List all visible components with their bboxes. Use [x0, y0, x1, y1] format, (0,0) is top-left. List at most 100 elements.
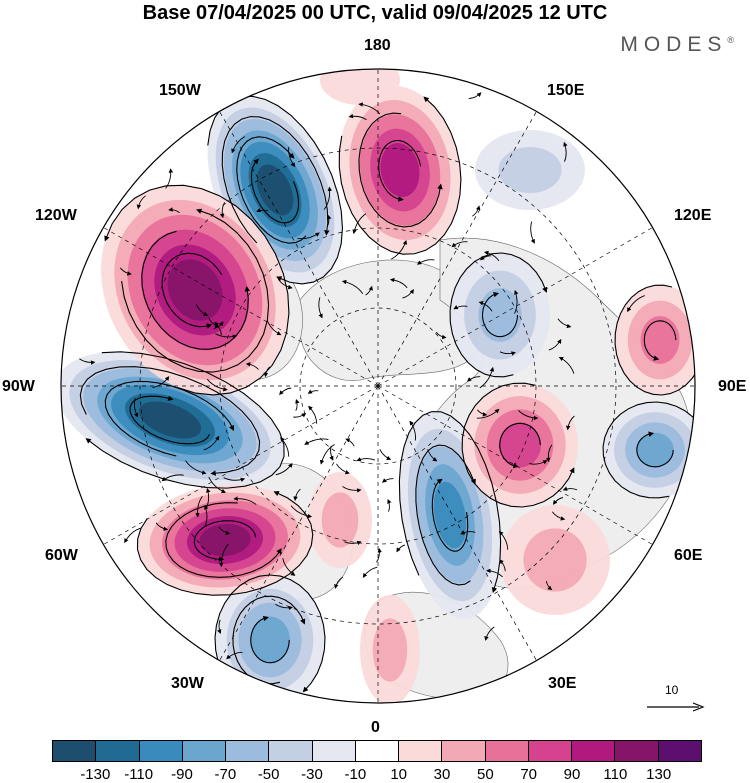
flow-arrow — [389, 277, 408, 288]
colorbar-swatch — [96, 741, 140, 761]
colorbar-tick-label: -50 — [257, 766, 280, 783]
flow-arrow — [472, 205, 481, 217]
flow-arrow — [308, 405, 318, 424]
meridian-line — [217, 108, 379, 387]
flow-arrow — [195, 304, 209, 316]
label-lon-60w: 60W — [45, 547, 78, 564]
map-title: Base 07/04/2025 00 UTC, valid 09/04/2025… — [142, 2, 608, 24]
streamline — [161, 252, 223, 329]
colorbar-swatch — [53, 741, 97, 761]
anomaly-contour — [372, 618, 408, 682]
colorbar-tick-label: 110 — [603, 766, 628, 783]
flow-arrow — [402, 289, 414, 299]
vector-reference-arrow — [647, 702, 705, 712]
colorbar-tick-label: -10 — [344, 766, 367, 783]
flow-arrow — [334, 576, 344, 589]
flow-arrow — [245, 362, 259, 370]
anomaly-contour — [433, 481, 467, 549]
streamline — [193, 520, 257, 562]
anomaly-contour — [478, 288, 522, 342]
flow-arrow — [204, 504, 209, 527]
anomaly-center — [339, 85, 461, 255]
streamline — [79, 366, 261, 476]
flow-arrow — [288, 147, 296, 168]
colorbar-swatch — [485, 741, 529, 761]
colorbar — [52, 740, 702, 762]
vector-reference-label: 10 — [665, 683, 679, 697]
flow-arrow — [468, 92, 482, 99]
flow-arrow — [214, 321, 222, 335]
streamline — [499, 422, 541, 469]
meridian-line — [100, 225, 379, 387]
streamline — [141, 230, 251, 350]
streamline — [602, 401, 695, 499]
flow-arrow — [256, 208, 269, 213]
flow-arrow — [280, 437, 290, 457]
flow-arrow — [161, 474, 184, 482]
anomaly-contour — [523, 528, 587, 592]
anomaly-contour — [380, 143, 420, 197]
flow-arrow — [499, 559, 506, 572]
colorbar-tick-label: 130 — [646, 766, 672, 783]
flow-arrow — [195, 495, 203, 518]
streamline — [378, 140, 422, 202]
label-lon-150e: 150E — [547, 82, 585, 99]
flow-arrow — [563, 141, 568, 162]
flow-arrow — [344, 540, 362, 546]
anomaly-center — [603, 402, 695, 498]
anomaly-contour — [640, 316, 680, 364]
colorbar-swatch — [442, 741, 486, 761]
colorbar-tick-label: -70 — [214, 766, 237, 783]
flow-arrow — [376, 548, 382, 563]
streamline — [104, 380, 235, 457]
flow-arrow — [155, 522, 169, 531]
anomaly-center — [308, 472, 372, 568]
anomaly-contour — [256, 164, 294, 216]
streamline — [449, 252, 548, 378]
flow-arrow — [427, 449, 438, 462]
flow-arrow — [479, 366, 495, 389]
flow-arrow — [79, 358, 96, 365]
flow-arrow — [514, 289, 519, 314]
flow-arrow — [307, 389, 319, 394]
streamline — [415, 444, 476, 586]
flow-arrow — [562, 486, 578, 491]
flow-arrow — [185, 460, 207, 475]
label-lon-180: 180 — [364, 37, 391, 54]
streamline — [636, 431, 674, 468]
flow-arrow — [379, 449, 392, 460]
label-lon-30e: 30E — [548, 675, 577, 692]
streamline — [214, 574, 326, 693]
anomaly-contour — [138, 401, 202, 439]
flow-arrow — [352, 213, 367, 235]
anomaly-center — [399, 411, 501, 619]
flow-arrow — [565, 415, 575, 431]
anomaly-center — [462, 383, 578, 507]
flow-arrow — [381, 478, 394, 483]
colorbar-tick-label: 10 — [390, 766, 407, 783]
streamline — [358, 112, 443, 228]
flow-arrow — [282, 558, 296, 576]
flow-arrow — [318, 297, 323, 319]
flow-arrow — [136, 195, 146, 210]
flow-arrow — [484, 250, 500, 262]
colorbar-tick-label: 70 — [520, 766, 537, 783]
latitude-circle — [219, 227, 537, 545]
flow-arrow — [348, 113, 367, 121]
flow-arrow — [279, 387, 292, 396]
flow-arrow — [219, 202, 225, 219]
anomaly-contour — [498, 147, 562, 193]
flow-arrow — [223, 477, 246, 482]
anomaly-contour — [250, 616, 290, 664]
flow-arrow — [304, 438, 329, 445]
flow-arrow — [545, 580, 553, 591]
flow-arrow — [467, 376, 481, 382]
colorbar-swatch — [615, 741, 659, 761]
flow-arrow — [558, 356, 575, 374]
anomaly-contour — [320, 69, 400, 105]
flow-arrow — [498, 530, 509, 550]
flow-arrow — [326, 214, 332, 227]
meridian-line — [217, 385, 379, 664]
anomaly-contour — [498, 422, 542, 468]
flow-arrow — [323, 186, 333, 210]
